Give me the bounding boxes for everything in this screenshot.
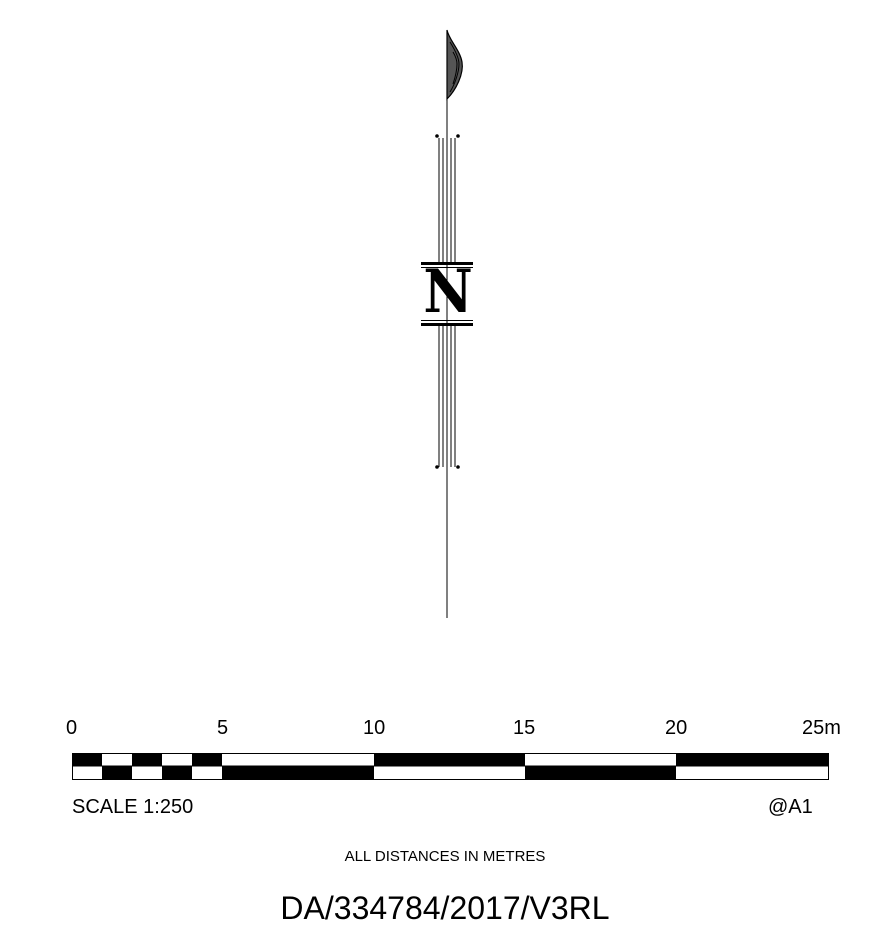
scale-ratio-label: SCALE 1:250 <box>72 796 194 818</box>
scale-segment <box>192 753 222 766</box>
scale-tick-label: 20 <box>665 717 688 739</box>
scale-segment <box>162 766 192 779</box>
north-letter: N <box>423 257 473 327</box>
scale-segment <box>222 766 374 779</box>
scale-tick-label: 5 <box>217 717 229 739</box>
scale-tick-label: 15 <box>513 717 536 739</box>
paper-size-label: @A1 <box>768 796 813 818</box>
scale-tick-label: 0 <box>66 717 78 739</box>
north-arrow-icon <box>421 29 473 618</box>
scale-tick-label: 25m <box>802 717 841 739</box>
scale-segment <box>102 766 132 779</box>
scale-segment <box>374 753 525 766</box>
scale-segment <box>525 766 676 779</box>
scale-bar <box>72 753 829 780</box>
scale-tick-label: 10 <box>363 717 386 739</box>
drawing-reference: DA/334784/2017/V3RL <box>280 890 610 926</box>
units-note: ALL DISTANCES IN METRES <box>344 848 546 865</box>
scale-segment <box>72 753 102 766</box>
scale-segment <box>132 753 162 766</box>
scale-segment <box>676 753 828 766</box>
